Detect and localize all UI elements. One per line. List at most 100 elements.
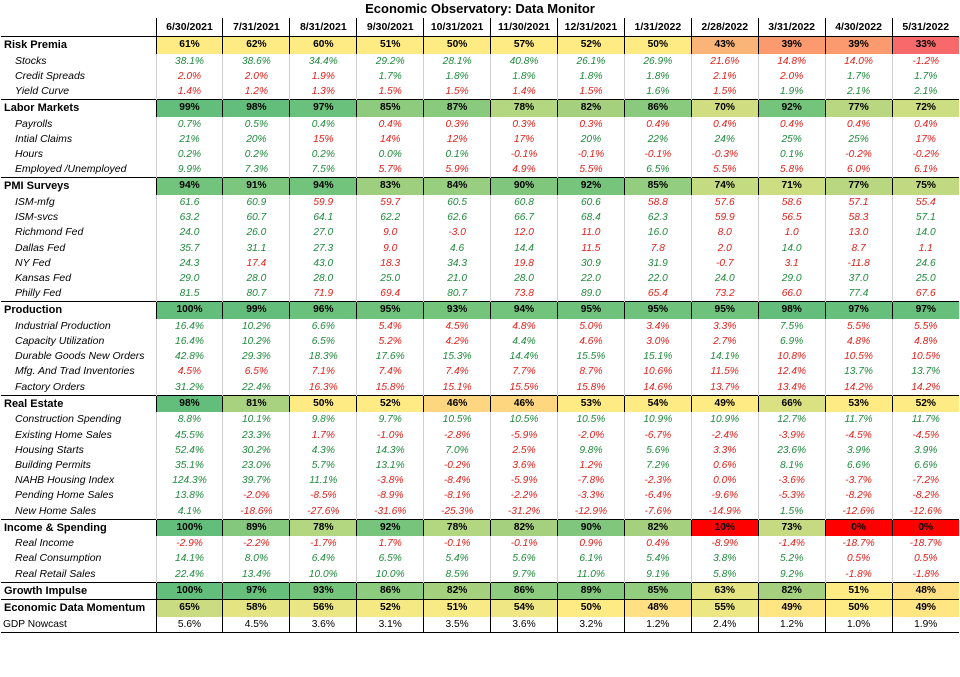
value-cell: 0.4% [757,116,826,132]
value-cell: 98% [155,394,223,413]
value-cell: -2.0% [556,427,625,443]
indicator-row: Industrial Production 16.4% 10.2% 6.6% 5.4% 4… [1,318,959,335]
value-cell: 9.0 [356,240,424,256]
value-cell: 5.7% [289,457,357,474]
indicator-row: Dallas Fed 35.7 31.1 27.3 9.0 4.6 14.4 11.5 7.8 2… [1,240,959,256]
value-cell: 82% [623,518,692,537]
value-cell: 3.1% [356,616,424,634]
value-cell: -0.1% [490,147,558,163]
value-cell: 52% [556,36,625,54]
value-cell: 99% [155,99,223,117]
value-cell: 14.4% [490,349,558,365]
value-cell: 60.6 [556,194,625,211]
value-cell: 85% [623,581,692,600]
value-cell: 31.9 [623,255,692,271]
value-cell: 64.1 [289,210,357,226]
value-cell: -4.5% [824,427,893,443]
value-cell: 37.0 [824,270,893,287]
value-cell: 10.5% [824,349,893,365]
row-label: Building Permits [15,458,91,471]
value-cell: 14.0 [891,225,959,241]
value-cell: 95% [623,301,692,319]
value-cell: 6.5% [623,162,692,178]
indicator-row: Credit Spreads 2.0% 2.0% 1.9% 1.7% 1.8% 1.8% 1.… [1,68,959,84]
indicator-row: Richmond Fed 24.0 26.0 27.0 9.0 -3.0 12.0 11.0 1… [1,225,959,241]
value-cell: -0.1% [490,536,558,552]
indicator-row: Hours 0.2% 0.2% 0.2% 0.0% 0.1% -0.1% -0.1% -0.1%… [1,147,959,163]
value-cell: 10% [690,518,759,537]
value-cell: 51% [824,581,893,600]
value-cell: 98% [222,99,290,117]
indicator-row: NY Fed 24.3 17.4 43.0 18.3 34.3 19.8 30.9 31.9 -0… [1,255,959,271]
value-cell: 11.0 [556,225,625,241]
value-cell: 12% [423,131,491,148]
value-cell: -0.2% [423,457,491,474]
value-cell: 81% [222,394,290,413]
value-cell: 8.5% [423,566,491,583]
value-cell: 29.2% [356,53,424,69]
value-cell: 1.8% [556,68,625,84]
value-cell: 15.1% [623,349,692,365]
value-cell: 0.2% [222,147,290,163]
value-cell: 60.7 [222,210,290,226]
value-cell: 7.0% [423,442,491,458]
value-cell: 4.8% [824,334,893,350]
value-cell: 1.7% [356,68,424,84]
value-cell: -2.2% [222,536,290,552]
value-cell: 89.0 [556,286,625,302]
value-cell: 18.3% [289,349,357,365]
value-cell: 6.6% [891,457,959,474]
value-cell: -12.6% [824,503,893,520]
column-header: 11/30/2021 [490,18,558,37]
value-cell: 28.0 [222,270,290,287]
value-cell: 5.5% [556,162,625,178]
value-cell: 97% [891,301,959,319]
indicator-row: Employed /Unemployed 9.9% 7.3% 7.5% 5.7% 5.9%… [1,162,959,178]
value-cell: 60.9 [222,194,290,211]
value-cell: 9.7% [356,412,424,428]
column-header: 3/31/2022 [757,18,826,37]
value-cell: 5.4% [623,551,692,567]
value-cell: 9.8% [289,412,357,428]
value-cell: 2.5% [490,442,558,458]
value-cell: 0.4% [623,536,692,552]
value-cell: 49% [891,599,959,617]
value-cell: 57.1 [891,210,959,226]
value-cell: 3.6% [289,616,357,634]
value-cell: 5.4% [356,318,424,335]
value-cell: 24.3 [155,255,223,271]
indicator-row: Real Income -2.9% -2.2% -1.7% 1.7% -0.1% -0.1%… [1,536,959,552]
value-cell: 86% [356,581,424,600]
value-cell: 55% [690,599,759,617]
row-label: PMI Surveys [1,177,157,195]
value-cell: 48% [891,581,959,600]
value-cell: 14.2% [891,379,959,396]
value-cell: 4.3% [289,442,357,458]
value-cell: 10.5% [891,349,959,365]
value-cell: 1.5% [690,83,759,100]
value-cell: 14% [356,131,424,148]
value-cell: 5.5% [891,318,959,335]
value-cell: 22.4% [222,379,290,396]
value-cell: -6.7% [623,427,692,443]
value-cell: 13.8% [155,488,223,504]
value-cell: -1.8% [824,566,893,583]
page-title: Economic Observatory: Data Monitor [365,1,595,16]
value-cell: 29.3% [222,349,290,365]
value-cell: 1.0 [757,225,826,241]
value-cell: 1.5% [423,83,491,100]
value-cell: 2.1% [891,83,959,100]
value-cell: 99% [222,301,290,319]
value-cell: 20% [556,131,625,148]
value-cell: -18.7% [824,536,893,552]
value-cell: 0.0% [690,473,759,489]
value-cell: 10.9% [690,412,759,428]
value-cell: 5.5% [824,318,893,335]
value-cell: 22% [623,131,692,148]
value-cell: 7.4% [356,364,424,380]
value-cell: -12.9% [556,503,625,520]
value-cell: 93% [423,301,491,319]
value-cell: 6.6% [824,457,893,474]
value-cell: 63.2 [155,210,223,226]
row-label: Real Estate [1,394,157,413]
